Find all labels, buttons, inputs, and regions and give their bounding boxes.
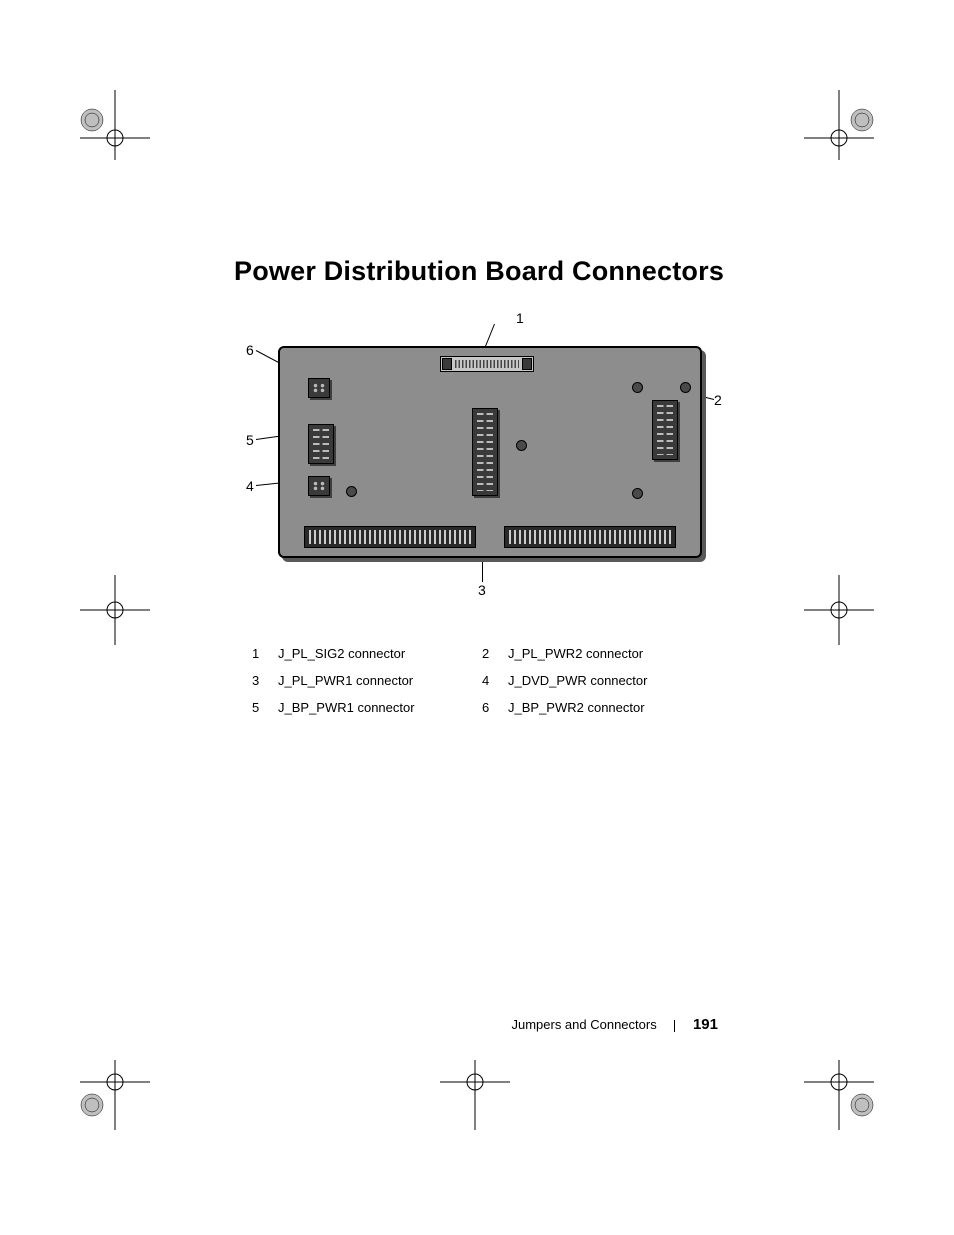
connector-j-bp-pwr1 xyxy=(308,424,334,464)
footer-separator xyxy=(674,1020,675,1032)
legend-row: 5 J_BP_PWR1 connector 6 J_BP_PWR2 connec… xyxy=(252,700,712,715)
legend-row: 1 J_PL_SIG2 connector 2 J_PL_PWR2 connec… xyxy=(252,646,712,661)
edge-connector-right xyxy=(504,526,676,548)
legend-text: J_BP_PWR1 connector xyxy=(278,700,415,715)
legend-text: J_BP_PWR2 connector xyxy=(508,700,645,715)
page-footer: Jumpers and Connectors 191 xyxy=(0,1016,954,1033)
connector-j-bp-pwr2 xyxy=(308,378,330,398)
crop-mark-bot-center xyxy=(440,1060,510,1130)
callout-label-6: 6 xyxy=(246,342,254,358)
mounting-hole xyxy=(632,382,643,393)
crop-mark-mid-left xyxy=(80,575,150,645)
edge-connector-left xyxy=(304,526,476,548)
footer-section: Jumpers and Connectors xyxy=(511,1017,656,1032)
mounting-hole xyxy=(680,382,691,393)
board-diagram: 1 2 3 4 5 6 xyxy=(234,300,734,610)
callout-label-1: 1 xyxy=(516,310,524,326)
crop-mark-bot-right xyxy=(804,1060,874,1130)
legend-num: 4 xyxy=(482,673,508,688)
page-title: Power Distribution Board Connectors xyxy=(234,256,724,287)
callout-label-3: 3 xyxy=(478,582,486,598)
crop-mark-mid-right xyxy=(804,575,874,645)
crop-mark-top-right xyxy=(804,90,874,160)
legend-text: J_PL_PWR1 connector xyxy=(278,673,413,688)
mounting-hole xyxy=(516,440,527,451)
mounting-hole xyxy=(346,486,357,497)
legend-text: J_DVD_PWR connector xyxy=(508,673,647,688)
legend-row: 3 J_PL_PWR1 connector 4 J_DVD_PWR connec… xyxy=(252,673,712,688)
page-number: 191 xyxy=(693,1016,718,1033)
mounting-hole xyxy=(632,488,643,499)
legend-text: J_PL_PWR2 connector xyxy=(508,646,643,661)
connector-j-pl-sig2 xyxy=(440,356,534,372)
crop-mark-bot-left xyxy=(80,1060,150,1130)
callout-label-5: 5 xyxy=(246,432,254,448)
legend-num: 2 xyxy=(482,646,508,661)
connector-j-pl-pwr1 xyxy=(472,408,498,496)
legend-num: 6 xyxy=(482,700,508,715)
connector-legend: 1 J_PL_SIG2 connector 2 J_PL_PWR2 connec… xyxy=(252,646,712,727)
legend-num: 1 xyxy=(252,646,278,661)
crop-mark-top-left xyxy=(80,90,150,160)
legend-num: 3 xyxy=(252,673,278,688)
pdb-board xyxy=(278,346,702,558)
connector-j-dvd-pwr xyxy=(308,476,330,496)
connector-j-pl-pwr2 xyxy=(652,400,678,460)
legend-text: J_PL_SIG2 connector xyxy=(278,646,405,661)
callout-label-2: 2 xyxy=(714,392,722,408)
callout-label-4: 4 xyxy=(246,478,254,494)
legend-num: 5 xyxy=(252,700,278,715)
page: Power Distribution Board Connectors 1 2 … xyxy=(0,0,954,1235)
